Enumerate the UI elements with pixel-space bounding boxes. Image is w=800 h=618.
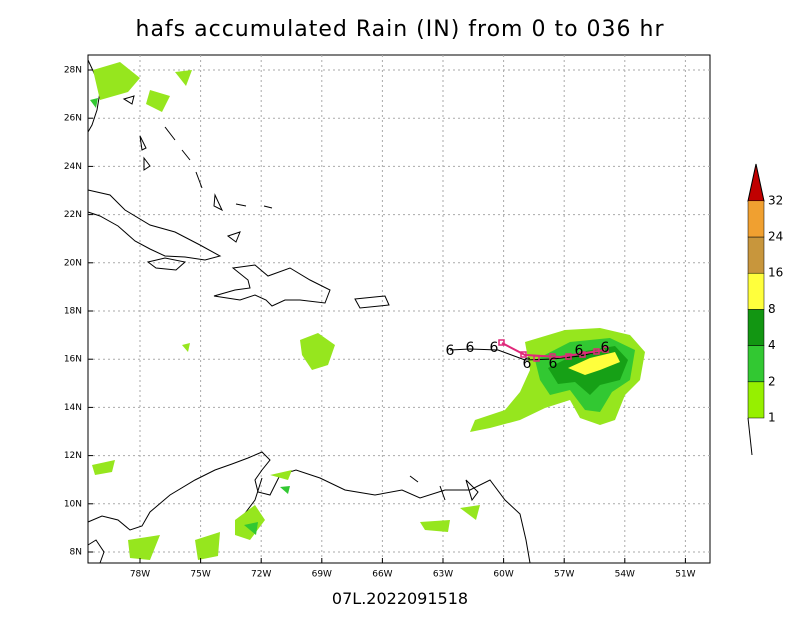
lon-label: 75W	[190, 570, 210, 580]
svg-text:6: 6	[601, 340, 610, 356]
lat-label: 8N	[70, 548, 82, 558]
lon-label: 63W	[433, 570, 453, 580]
axes: 78W 75W 72W 69W 66W 63W 60W 57W 54W 51W 8N 10N 12N 14…	[64, 66, 696, 580]
colorbar-segment	[747, 200, 765, 238]
lat-label: 24N	[64, 162, 82, 172]
lat-label: 14N	[64, 403, 82, 413]
svg-text:6: 6	[466, 340, 475, 356]
lon-label: 54W	[615, 570, 635, 580]
svg-text:6: 6	[549, 356, 558, 372]
svg-text:6: 6	[575, 343, 584, 359]
colorbar-segment	[747, 236, 765, 274]
map-frame	[87, 54, 711, 564]
colorbar-max	[747, 163, 765, 202]
svg-text:6: 6	[446, 343, 455, 359]
lat-label: 10N	[64, 499, 82, 509]
lon-label: 57W	[554, 570, 574, 580]
lon-label: 72W	[251, 570, 271, 580]
colorbar-label: 24	[768, 230, 783, 244]
storm-track: 6 6 66 66 6	[446, 339, 610, 372]
colorbar-tail	[747, 417, 753, 456]
grid	[88, 55, 710, 563]
lat-label: 18N	[64, 307, 82, 317]
run-label: 07L.2022091518	[332, 589, 468, 608]
lon-label: 66W	[372, 570, 392, 580]
colorbar-segment	[747, 345, 765, 383]
colorbar-label: 16	[768, 266, 783, 280]
colorbar-segment	[747, 381, 765, 419]
colorbar-label: 8	[768, 302, 776, 316]
colorbar-label: 4	[768, 338, 776, 352]
colorbar-segment	[747, 272, 765, 310]
colorbar-label: 1	[768, 411, 776, 425]
colorbar-label: 32	[768, 193, 783, 207]
lat-label: 28N	[64, 66, 82, 76]
lon-label: 69W	[312, 570, 332, 580]
lon-label: 78W	[130, 570, 150, 580]
lon-label: 51W	[675, 570, 695, 580]
lat-label: 26N	[64, 114, 82, 124]
svg-text:6: 6	[490, 340, 499, 356]
lat-label: 22N	[64, 210, 82, 220]
svg-text:6: 6	[523, 356, 532, 372]
lat-label: 20N	[64, 258, 82, 268]
lat-label: 16N	[64, 355, 82, 365]
colorbar-label: 2	[768, 374, 776, 388]
lon-label: 60W	[493, 570, 513, 580]
lat-label: 12N	[64, 451, 82, 461]
rainfall	[90, 62, 645, 560]
colorbar-segment	[747, 309, 765, 346]
map-title: hafs accumulated Rain (IN) from 0 to 036…	[136, 17, 665, 42]
